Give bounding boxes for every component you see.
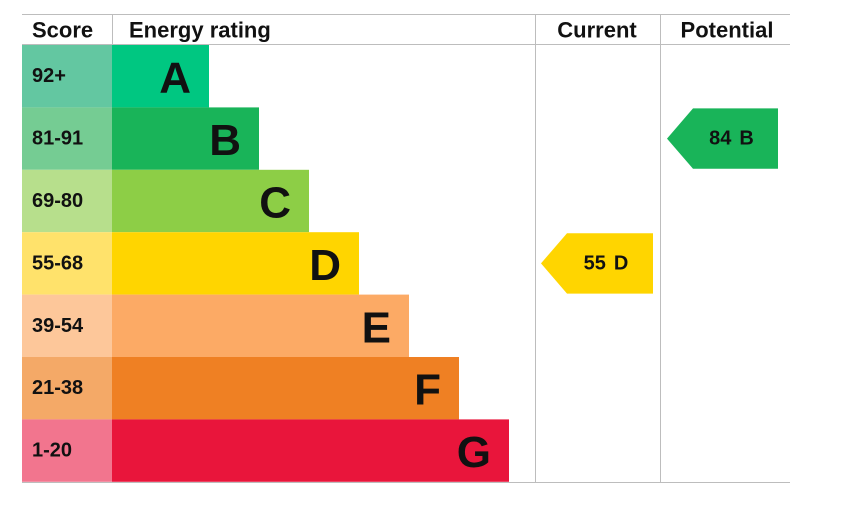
current-value: 55 <box>584 252 606 274</box>
rating-letter: F <box>414 366 441 415</box>
rating-bar <box>112 294 409 357</box>
header-score: Score <box>32 18 93 43</box>
score-cell <box>22 419 112 482</box>
score-cell <box>22 169 112 233</box>
rating-letter: B <box>209 116 241 165</box>
score-cell <box>22 45 112 108</box>
score-label: 55-68 <box>32 252 83 274</box>
rating-letter: E <box>362 303 391 352</box>
potential-arrow <box>667 108 778 169</box>
score-cell <box>22 232 112 295</box>
header-potential: Potential <box>681 18 774 43</box>
rating-bar <box>112 419 509 482</box>
rating-letter: C <box>259 179 291 228</box>
potential-letter: B <box>739 128 753 150</box>
current-arrow <box>541 233 653 294</box>
score-cell <box>22 357 112 420</box>
score-label: 81-91 <box>32 128 83 150</box>
rating-letter: D <box>309 241 341 290</box>
potential-value: 84 <box>709 128 732 150</box>
score-label: 21-38 <box>32 377 83 399</box>
rating-letter: A <box>159 54 191 103</box>
potential-label: 84 B <box>709 128 754 150</box>
header-rating: Energy rating <box>129 18 271 43</box>
score-cell <box>22 107 112 170</box>
header-current: Current <box>557 18 637 43</box>
score-cell <box>22 294 112 357</box>
rating-bar <box>112 107 259 170</box>
rating-bar <box>112 357 459 420</box>
current-label: 55 D <box>584 252 629 274</box>
score-label: 39-54 <box>32 315 84 337</box>
score-label: 69-80 <box>32 190 83 212</box>
current-letter: D <box>614 252 628 274</box>
score-label: 1-20 <box>32 440 72 462</box>
score-label: 92+ <box>32 65 66 87</box>
rating-bar <box>112 232 359 295</box>
rating-letter: G <box>457 428 491 477</box>
rating-bar <box>112 169 309 233</box>
rating-bar <box>112 45 209 108</box>
